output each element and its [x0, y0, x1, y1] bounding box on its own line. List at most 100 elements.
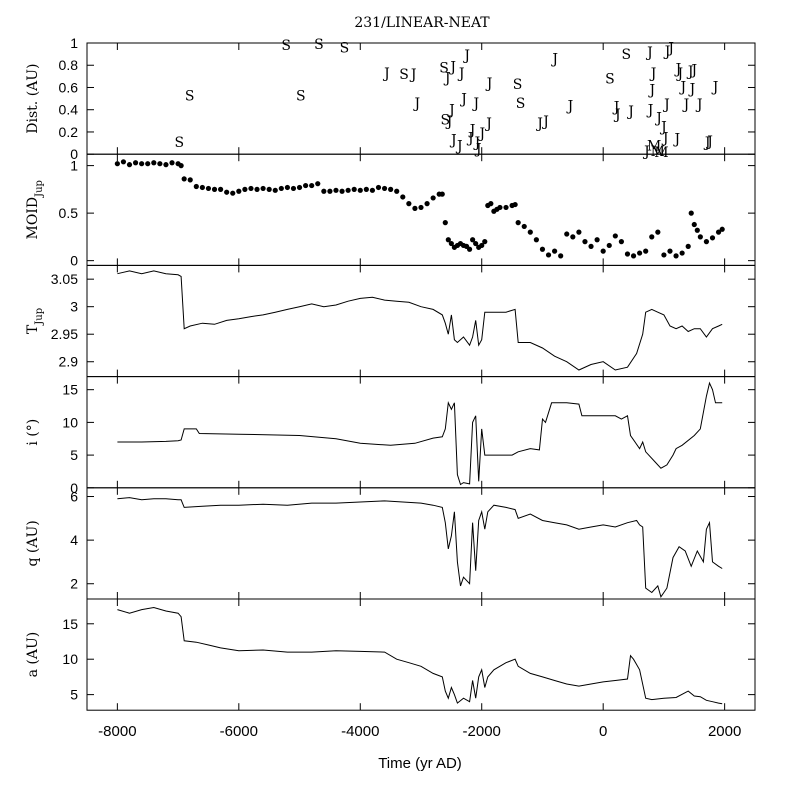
x-tick-label: -6000 — [220, 723, 258, 740]
encounter-marker: J — [688, 82, 696, 98]
encounter-marker: J — [535, 116, 543, 132]
y-axis-label: q (AU) — [25, 520, 41, 566]
y-tick-label: 0.5 — [59, 205, 79, 221]
encounter-marker: J — [649, 66, 657, 82]
encounter-marker: J — [695, 97, 703, 113]
data-point — [667, 248, 673, 254]
data-point — [424, 201, 430, 207]
y-tick-label: 0.6 — [59, 79, 79, 95]
data-point — [588, 243, 594, 249]
encounter-marker: J — [462, 48, 470, 64]
encounter-marker: J — [455, 138, 463, 154]
data-point — [388, 186, 394, 192]
encounter-marker: S — [439, 60, 449, 76]
series-line — [117, 497, 723, 598]
x-tick-label: -2000 — [463, 723, 501, 740]
encounter-marker: J — [686, 64, 694, 80]
y-tick-label: 2 — [70, 576, 78, 592]
data-point — [673, 253, 679, 259]
encounter-marker: S — [175, 135, 185, 151]
encounter-marker: J — [485, 76, 493, 92]
data-point — [558, 253, 564, 259]
data-point — [533, 237, 539, 243]
encounter-marker: J — [675, 66, 683, 82]
data-point — [576, 229, 582, 235]
encounter-marker: S — [340, 40, 350, 56]
encounter-marker: J — [447, 103, 455, 119]
data-point — [345, 187, 351, 193]
data-point — [412, 205, 418, 211]
encounter-marker: J — [473, 135, 481, 151]
data-point — [618, 239, 625, 245]
panel-frame — [86, 487, 756, 600]
data-point — [120, 159, 127, 165]
y-tick-label: 5 — [70, 687, 78, 703]
data-point — [694, 227, 700, 233]
encounter-marker: M — [651, 144, 665, 160]
panel-tjup: 2.9 2.95 3 3.05 TJup — [25, 264, 756, 378]
encounter-marker: S — [185, 88, 195, 104]
x-axis-label: Time (yr AD) — [378, 755, 462, 772]
encounter-marker: J — [474, 142, 482, 158]
data-point — [564, 231, 570, 237]
y-tick-label: 3.05 — [51, 271, 78, 287]
encounter-marker: J — [689, 63, 697, 79]
panel-frame — [86, 598, 756, 711]
data-point — [363, 186, 369, 192]
encounter-marker: J — [626, 104, 634, 120]
data-point — [479, 242, 485, 249]
encounter-marker: J — [705, 134, 713, 150]
y-axis-label-main: i (°) — [25, 419, 41, 446]
encounter-marker: J — [457, 66, 465, 82]
data-point — [126, 162, 133, 168]
data-point — [503, 204, 509, 211]
panel-frame — [86, 376, 756, 489]
data-point — [278, 185, 284, 192]
data-point — [157, 161, 163, 167]
data-point — [430, 195, 436, 201]
encounter-marker: J — [672, 132, 680, 148]
data-point — [284, 184, 290, 191]
data-point — [242, 186, 248, 192]
data-point — [703, 239, 710, 245]
encounter-marker: J — [711, 79, 719, 95]
y-axis-label-main: MOID — [25, 197, 41, 240]
data-point — [488, 201, 494, 207]
panel-frame — [86, 264, 756, 378]
y-axis-label: MOIDJup — [25, 180, 45, 239]
data-point — [327, 188, 333, 194]
y-tick-label: 0 — [70, 480, 78, 496]
encounter-marker: J — [413, 96, 421, 112]
encounter-marker: S — [605, 72, 615, 88]
data-point — [612, 233, 618, 239]
data-point — [375, 184, 382, 191]
y-axis-label-subscript: Jup — [34, 308, 45, 326]
encounter-marker: J — [478, 126, 486, 142]
data-point — [151, 160, 157, 166]
data-point — [709, 235, 716, 241]
y-axis-label: TJup — [25, 308, 45, 334]
data-point — [339, 188, 345, 194]
encounter-marker: J — [471, 96, 479, 112]
encounter-marker: J — [666, 40, 674, 56]
data-point — [266, 186, 272, 192]
panel-incl: 0 5 10 15 i (°) — [25, 376, 756, 496]
encounter-marker: S — [399, 67, 409, 83]
y-tick-label: 15 — [62, 382, 78, 398]
data-point — [679, 250, 685, 256]
data-point — [181, 176, 187, 182]
encounter-marker: J — [682, 97, 690, 113]
encounter-marker: S — [281, 38, 291, 54]
data-point — [470, 237, 476, 243]
data-point — [193, 183, 199, 190]
data-point — [218, 186, 224, 192]
y-axis-label: Dist. (AU) — [25, 63, 41, 133]
data-point — [321, 188, 327, 194]
data-point — [521, 223, 527, 230]
y-tick-label: 6 — [70, 489, 78, 505]
data-point — [315, 181, 321, 187]
encounter-marker: J — [674, 62, 682, 78]
y-tick-label: 0 — [70, 253, 78, 269]
data-point — [169, 160, 175, 166]
